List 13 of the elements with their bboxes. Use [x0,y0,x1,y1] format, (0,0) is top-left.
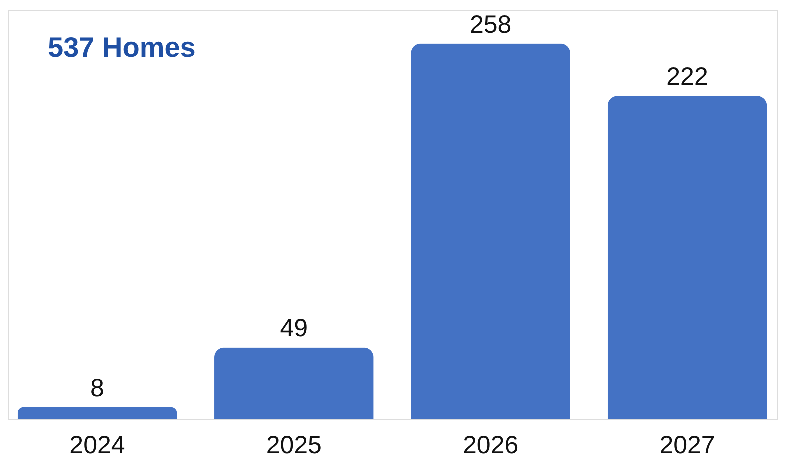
x-tick-label: 2027 [660,432,716,460]
data-label: 258 [470,10,512,39]
bar [411,44,570,419]
data-label: 222 [666,63,708,92]
bar [18,407,178,419]
bar [214,348,374,419]
data-label: 8 [90,374,104,402]
x-tick-label: 2026 [463,432,519,460]
data-label: 49 [280,314,308,343]
bar [608,96,768,419]
chart-title: 537 Homes [48,32,196,63]
x-tick-label: 2025 [266,432,322,460]
x-tick-label: 2024 [70,432,126,460]
